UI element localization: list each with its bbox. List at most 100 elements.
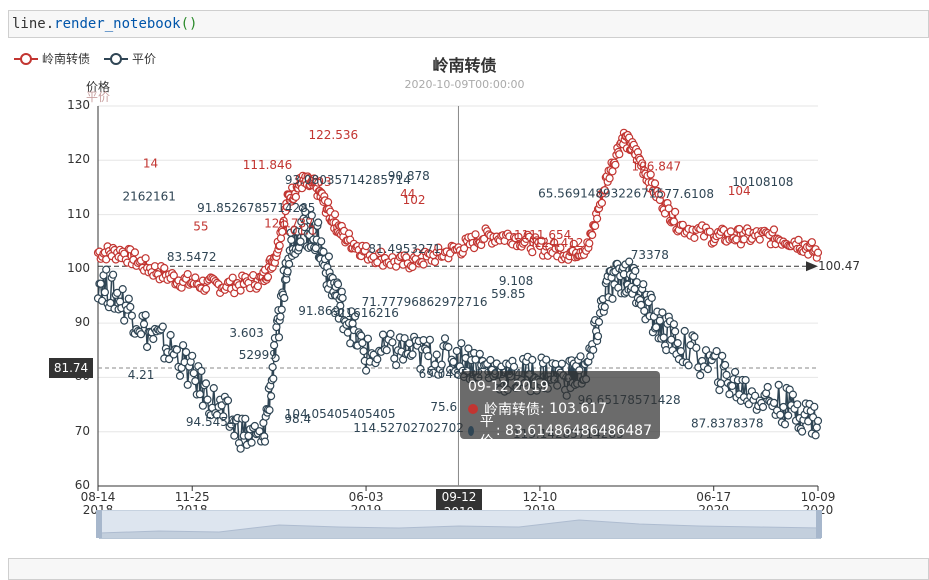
point-value-label: 75.6 xyxy=(430,400,457,414)
data-point xyxy=(195,390,204,399)
data-point xyxy=(471,230,480,239)
data-point xyxy=(755,235,764,244)
data-point xyxy=(452,346,461,356)
data-point xyxy=(726,227,735,236)
data-point xyxy=(280,293,289,303)
data-point xyxy=(588,230,597,240)
y-tick-label: 100 xyxy=(67,260,90,275)
data-point xyxy=(667,335,676,344)
data-point xyxy=(330,210,340,219)
y-tick-label: 60 xyxy=(74,478,90,492)
y-tick-label: 130 xyxy=(67,98,90,112)
legend-label-bond: 岭南转债 xyxy=(42,52,91,66)
bond-dot-icon xyxy=(468,404,478,414)
data-point xyxy=(813,416,823,425)
point-value-label: 104 xyxy=(728,184,751,198)
data-point xyxy=(314,178,323,187)
data-point xyxy=(175,371,185,380)
data-point xyxy=(108,270,118,279)
data-point xyxy=(209,384,218,393)
data-point xyxy=(625,257,634,266)
data-point xyxy=(769,225,779,234)
data-point xyxy=(437,360,446,369)
data-point xyxy=(169,271,178,280)
data-point xyxy=(722,370,731,379)
data-point xyxy=(608,167,617,176)
data-point xyxy=(359,347,368,356)
data-point xyxy=(728,381,737,390)
data-point xyxy=(166,330,175,340)
data-point xyxy=(811,431,820,440)
y-axis-name-overlap: 平价 xyxy=(86,90,111,104)
data-point xyxy=(692,343,701,352)
data-point xyxy=(647,293,656,302)
data-point xyxy=(514,232,523,241)
y-tick-label: 90 xyxy=(74,315,90,330)
data-point xyxy=(267,392,276,401)
data-point xyxy=(268,363,277,372)
slider-left-handle[interactable] xyxy=(96,510,102,538)
tooltip-parity-value: 83.61486486486487 xyxy=(505,423,652,439)
x-tick-date: 06-03 xyxy=(348,490,384,504)
point-value-label: 90.878 xyxy=(388,169,430,183)
y-axis-pointer-label: 81.74 xyxy=(49,358,93,378)
point-value-label: 102 xyxy=(403,193,426,207)
data-point xyxy=(730,367,740,377)
notebook-code-cell[interactable] xyxy=(8,10,929,38)
data-point xyxy=(113,288,122,297)
slider-right-handle[interactable] xyxy=(816,510,822,538)
datazoom-slider[interactable] xyxy=(98,510,821,539)
code-text[interactable]: line.render_notebook() xyxy=(12,16,197,32)
data-point xyxy=(615,150,624,159)
data-point xyxy=(197,366,206,376)
legend-item-parity[interactable]: 平价 xyxy=(104,50,156,67)
point-value-label: 93.08035714285714 xyxy=(285,173,411,187)
data-point xyxy=(716,379,725,388)
data-point xyxy=(741,376,750,385)
data-point xyxy=(263,272,273,282)
y-tick-label: 120 xyxy=(67,152,90,167)
data-point xyxy=(776,410,785,419)
data-point xyxy=(457,339,466,348)
data-point xyxy=(676,347,686,356)
data-point xyxy=(363,334,372,343)
data-point xyxy=(96,279,105,288)
data-point xyxy=(219,412,228,421)
chart-title: 岭南转债 xyxy=(432,56,497,75)
data-point xyxy=(600,302,609,312)
tooltip-bond-value: 103.617 xyxy=(549,401,608,417)
data-point xyxy=(336,301,345,310)
data-point xyxy=(657,190,666,199)
data-point xyxy=(651,323,661,332)
data-point xyxy=(779,402,788,412)
point-value-label: 44 xyxy=(400,187,415,201)
data-point xyxy=(141,254,150,263)
data-point xyxy=(183,380,192,389)
data-point xyxy=(605,174,614,183)
point-value-label: 104.05405405405 xyxy=(285,407,396,421)
data-point xyxy=(631,266,640,275)
point-value-label: 10108108 xyxy=(732,175,793,189)
data-point xyxy=(638,159,647,168)
data-point xyxy=(183,270,192,279)
data-point xyxy=(763,382,772,392)
tooltip-row-bond: 岭南转债: 103.617 xyxy=(468,398,652,420)
data-point xyxy=(557,359,567,368)
data-point xyxy=(130,248,139,257)
data-point xyxy=(542,355,551,364)
data-point xyxy=(659,333,668,342)
data-point xyxy=(158,322,167,331)
data-point xyxy=(813,248,823,257)
data-point xyxy=(576,352,585,361)
data-point xyxy=(432,350,441,359)
notebook-next-cell[interactable] xyxy=(8,558,929,580)
data-point xyxy=(528,355,537,364)
data-point xyxy=(556,243,565,252)
data-point xyxy=(362,366,371,375)
data-point xyxy=(201,379,211,388)
legend-item-bond[interactable]: 岭南转债 xyxy=(14,50,90,67)
point-value-label: 81.4953271 xyxy=(368,242,441,256)
legend-line-icon xyxy=(14,52,38,66)
point-value-label: 83.5472 xyxy=(167,250,217,264)
